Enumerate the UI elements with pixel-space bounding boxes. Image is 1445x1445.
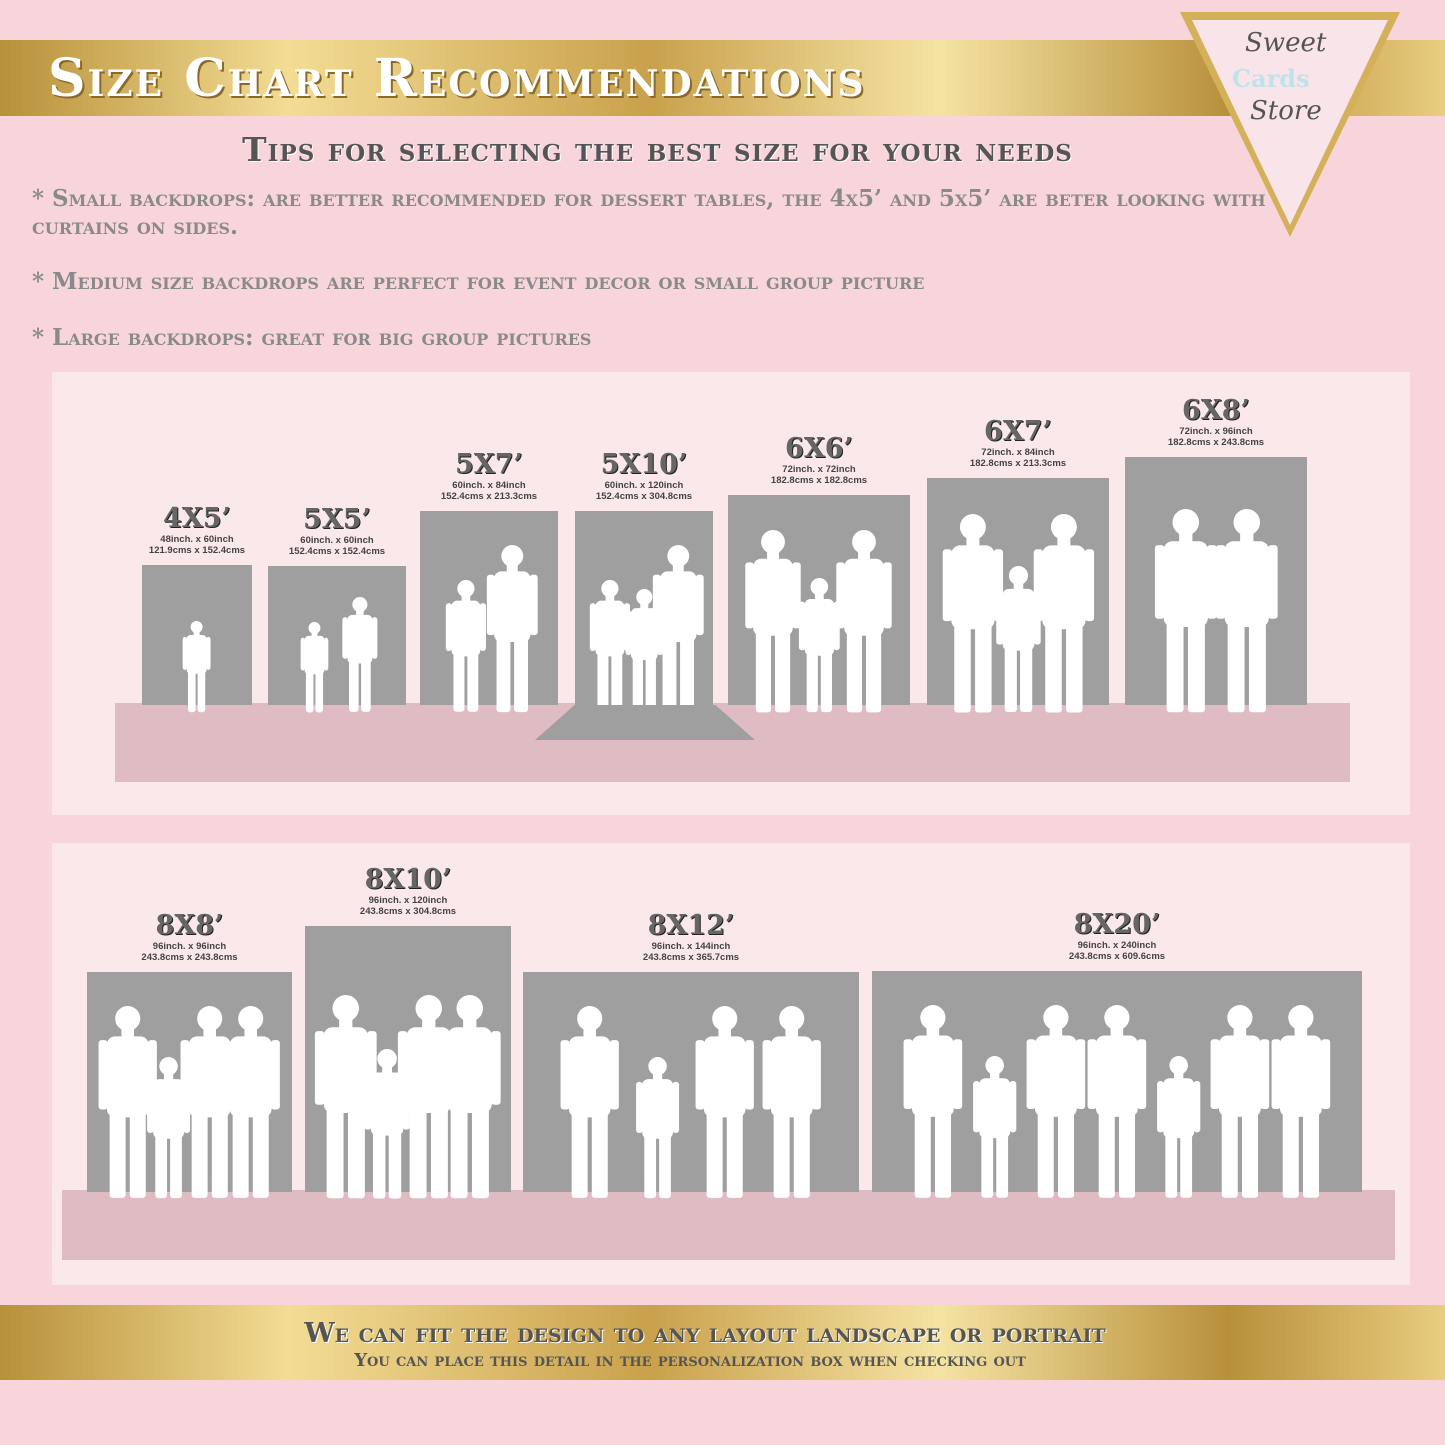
size-label: 8X20’ 96inch. x 240inch 243.8cms x 609.6cm… [1069, 909, 1165, 962]
person-silhouette [486, 544, 538, 712]
footer-line1: We can fit the design to any layout land… [304, 1318, 1106, 1349]
logo-text-1: Sweet [1245, 28, 1327, 58]
logo-text-3: Store [1250, 96, 1322, 126]
cm-dimension: 182.8cms x 182.8cms [770, 475, 868, 486]
person-silhouette [589, 580, 630, 712]
inch-dimension: 72inch. x 72inch [782, 464, 856, 475]
inch-dimension: 48inch. x 60inch [160, 534, 234, 545]
footer-line2: You can place this detail in the persona… [354, 1350, 1026, 1371]
size-label: 8X8’ 96inch. x 96inch 243.8cms x 243.8cms [141, 910, 237, 963]
size-label: 8X12’ 96inch. x 144inch 243.8cms x 365.7cm… [643, 910, 739, 963]
person-silhouette [1087, 1005, 1147, 1198]
person-silhouette [300, 621, 328, 712]
backdrop-5x10-floor-extension [535, 705, 755, 740]
size-label: 5X10’ 60inch. x 120inch 152.4cms x 304.8cm… [596, 449, 692, 502]
page-title: Size Chart Recommendations [48, 48, 866, 109]
size-name: 6X8’ [1182, 395, 1250, 426]
size-label: 6X7’ 72inch. x 84inch 182.8cms x 213.3cms [970, 416, 1066, 469]
person-silhouette [342, 597, 378, 712]
size-name: 4X5’ [163, 503, 231, 534]
size-name: 5X5’ [303, 504, 371, 535]
tip-medium: * Medium size backdrops are perfect for … [32, 268, 925, 295]
person-silhouette [397, 994, 460, 1198]
cm-dimension: 182.8cms x 213.3cms [969, 458, 1067, 469]
person-silhouette [942, 513, 1003, 712]
size-name: 5X10’ [600, 449, 688, 480]
person-silhouette [1271, 1005, 1331, 1198]
subtitle: Tips for selecting the best size for you… [242, 130, 1073, 169]
cm-dimension: 152.4cms x 152.4cms [288, 546, 386, 557]
inch-dimension: 60inch. x 120inch [604, 480, 684, 491]
person-silhouette [903, 1005, 963, 1198]
person-silhouette [635, 1056, 679, 1198]
person-silhouette [653, 544, 704, 712]
person-silhouette [180, 1006, 240, 1198]
size-name: 8X20’ [1073, 909, 1161, 940]
inch-dimension: 96inch. x 120inch [368, 895, 448, 906]
sizes_row1-floor [115, 703, 1350, 782]
bottom-gold-banner [0, 1305, 1445, 1380]
cm-dimension: 152.4cms x 304.8cms [595, 491, 693, 502]
person-silhouette [1026, 1005, 1086, 1198]
person-silhouette [1210, 1005, 1269, 1198]
tip-large: * Large backdrops: great for big group p… [32, 324, 592, 351]
size-name: 6X6’ [785, 433, 853, 464]
size-name: 6X7’ [984, 416, 1052, 447]
backdrop-5x5 [268, 566, 406, 705]
person-silhouette [183, 620, 211, 712]
person-silhouette [221, 1006, 281, 1198]
person-silhouette [762, 1006, 821, 1198]
size-name: 8X12’ [647, 910, 735, 941]
inch-dimension: 72inch. x 84inch [981, 447, 1055, 458]
size-label: 8X10’ 96inch. x 120inch 243.8cms x 304.8cm… [360, 864, 456, 917]
person-silhouette [1033, 513, 1094, 712]
cm-dimension: 121.9cms x 152.4cms [148, 545, 246, 556]
inch-dimension: 96inch. x 144inch [651, 941, 731, 952]
person-silhouette [445, 580, 487, 712]
cm-dimension: 243.8cms x 243.8cms [141, 952, 238, 963]
cm-dimension: 152.4cms x 213.3cms [440, 491, 538, 502]
size-label: 5X5’ 60inch. x 60inch 152.4cms x 152.4cms [289, 504, 385, 557]
cm-dimension: 243.8cms x 609.6cms [1068, 951, 1166, 962]
tip-small: * Small backdrops: are better recommende… [32, 185, 1266, 240]
size-label: 4X5’ 48inch. x 60inch 121.9cms x 152.4cms [149, 503, 245, 556]
person-silhouette [147, 1056, 191, 1198]
person-silhouette [972, 1056, 1017, 1198]
person-silhouette [1154, 508, 1217, 712]
cm-dimension: 243.8cms x 365.7cms [642, 952, 740, 963]
size-name: 5X7’ [455, 449, 523, 480]
person-silhouette [364, 1048, 411, 1198]
person-silhouette [798, 577, 840, 712]
person-silhouette [1156, 1056, 1200, 1198]
inch-dimension: 60inch. x 84inch [452, 480, 526, 491]
logo-text-2: Cards [1232, 64, 1310, 93]
cm-dimension: 182.8cms x 243.8cms [1167, 437, 1265, 448]
person-silhouette [561, 1006, 620, 1198]
person-silhouette [836, 529, 893, 712]
size-label: 5X7’ 60inch. x 84inch 152.4cms x 213.3cms [441, 449, 537, 502]
sizes_row2-floor [62, 1190, 1395, 1260]
size-name: 8X10’ [364, 864, 452, 895]
inch-dimension: 96inch. x 240inch [1077, 940, 1157, 951]
inch-dimension: 96inch. x 96inch [152, 941, 227, 952]
size-label: 6X6’ 72inch. x 72inch 182.8cms x 182.8cms [771, 433, 867, 486]
person-silhouette [1215, 508, 1278, 712]
inch-dimension: 60inch. x 60inch [300, 535, 374, 546]
inch-dimension: 72inch. x 96inch [1179, 426, 1253, 437]
cm-dimension: 243.8cms x 304.8cms [359, 906, 457, 917]
size-name: 8X8’ [155, 910, 224, 941]
person-silhouette [438, 994, 501, 1198]
person-silhouette [695, 1006, 754, 1198]
size-label: 6X8’ 72inch. x 96inch 182.8cms x 243.8cms [1168, 395, 1264, 448]
